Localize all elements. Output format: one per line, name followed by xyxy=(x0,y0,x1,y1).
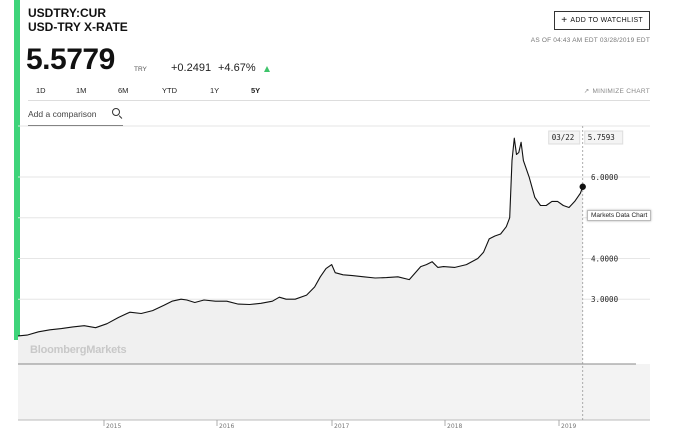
tab-1y[interactable]: 1Y xyxy=(210,86,220,95)
chart-area-fill xyxy=(18,138,583,364)
crosshair-value: 5.7593 xyxy=(588,133,615,142)
x-axis-labels: 2015 2016 2017 2018 2019 xyxy=(103,420,576,430)
y-tick-label: 3.0000 xyxy=(591,295,619,304)
tab-1d[interactable]: 1D xyxy=(36,86,46,95)
x-tick-label: 2015 xyxy=(106,423,121,430)
lower-panel-fill xyxy=(18,364,650,420)
minimize-chart-button[interactable]: ↗ MINIMIZE CHART xyxy=(583,87,650,96)
x-tick-label: 2017 xyxy=(334,423,349,430)
y-tick-label: 4.0000 xyxy=(591,254,619,263)
ticker-block: USDTRY:CUR USD-TRY X-RATE xyxy=(28,6,128,34)
price-line xyxy=(17,137,584,337)
tab-5y[interactable]: 5Y xyxy=(251,86,261,95)
add-to-watchlist-label: ADD TO WATCHLIST xyxy=(570,17,643,24)
chart-tooltip: Markets Data Chart xyxy=(587,210,652,221)
accent-bar xyxy=(14,0,20,340)
add-comparison-placeholder: Add a comparison xyxy=(28,109,97,119)
tabs-divider xyxy=(28,100,650,101)
security-name: USD-TRY X-RATE xyxy=(28,20,128,34)
tab-6m[interactable]: 6M xyxy=(118,86,129,95)
tab-1m[interactable]: 1M xyxy=(76,86,87,95)
currency-code: TRY xyxy=(134,66,147,73)
plus-icon: + xyxy=(561,14,568,26)
tab-ytd[interactable]: YTD xyxy=(162,86,177,95)
x-tick-label: 2019 xyxy=(561,423,576,430)
ticker-symbol: USDTRY:CUR xyxy=(28,6,106,20)
price-change-percent: +4.67% xyxy=(218,62,256,74)
up-arrow-icon xyxy=(264,66,270,72)
collapse-arrows-icon: ↗ xyxy=(583,88,590,95)
crosshair-date: 03/22 xyxy=(552,133,575,142)
search-icon xyxy=(112,108,120,116)
last-point-marker xyxy=(579,183,586,190)
crosshair: 03/22 5.7593 xyxy=(548,126,624,420)
crosshair-date-box xyxy=(548,130,581,145)
x-tick-label: 2018 xyxy=(447,423,462,430)
area-shape xyxy=(18,138,583,364)
last-price: 5.5779 xyxy=(26,43,115,76)
as-of-timestamp: AS OF 04:43 AM EDT 03/28/2019 EDT xyxy=(530,37,650,44)
crosshair-value-box xyxy=(584,130,624,145)
bloomberg-watermark: BloombergMarkets xyxy=(30,344,127,356)
chart-lower-panel xyxy=(18,363,650,421)
x-tick-label: 2016 xyxy=(219,423,234,430)
add-to-watchlist-button[interactable]: + ADD TO WATCHLIST xyxy=(554,11,650,30)
chart-price-line xyxy=(17,137,584,337)
minimize-chart-label: MINIMIZE CHART xyxy=(592,87,650,95)
y-tick-label: 6.0000 xyxy=(591,173,619,182)
range-tabs: 1D 1M 6M YTD 1Y 5Y xyxy=(30,86,310,98)
price-change: +0.2491 xyxy=(171,62,212,74)
